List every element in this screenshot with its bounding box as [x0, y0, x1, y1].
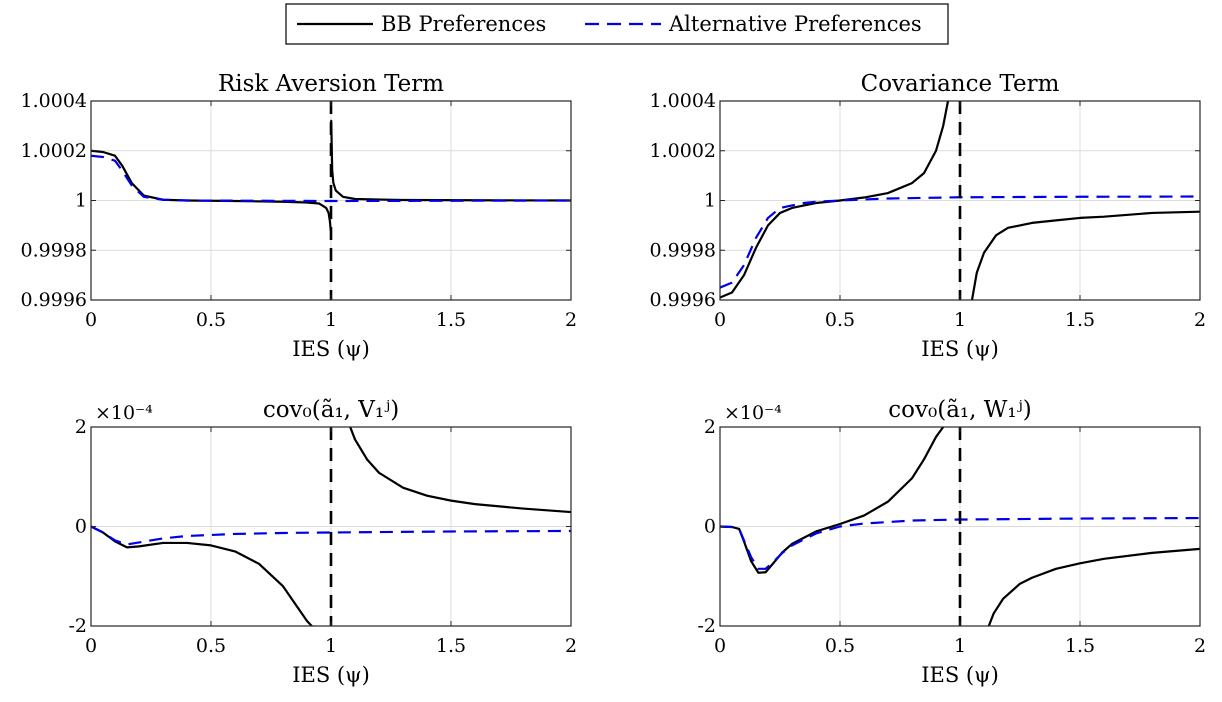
x-axis-label: IES (ψ)	[292, 337, 370, 361]
x-tick-label: 0.5	[825, 309, 855, 331]
x-tick-label: 2	[1194, 635, 1206, 657]
x-tick-label: 1.5	[436, 309, 466, 331]
x-tick-label: 2	[565, 309, 577, 331]
x-tick-label: 1	[325, 309, 337, 331]
x-tick-label: 1.5	[436, 635, 466, 657]
x-tick-label: 0.5	[196, 309, 226, 331]
y-axis-multiplier: ×10⁻⁴	[724, 402, 782, 424]
x-axis-label: IES (ψ)	[292, 663, 370, 687]
series-line-bb-preferences-segment-2	[349, 427, 571, 514]
x-tick-label: 1.5	[1065, 309, 1095, 331]
chart-title: Covariance Term	[861, 71, 1060, 97]
x-tick-label: 0	[85, 309, 97, 331]
chart-panel-3: 0 0.5 1 1.5 2-202×10⁻⁴ cov₀(ã₁, V₁ʲ)IES (ψ)	[68, 397, 577, 687]
y-tick-label: 0	[75, 516, 87, 538]
y-tick-label: 0.9996	[21, 289, 87, 311]
plot-area	[91, 427, 571, 626]
series-line-bb-preferences-segment-2	[970, 210, 1200, 300]
legend: BB Preferences Alternative Preferences	[285, 3, 949, 45]
y-tick-label: 1.0002	[21, 140, 87, 162]
y-tick-label: 0.9998	[650, 239, 716, 261]
x-tick-label: 0	[85, 635, 97, 657]
plot-area	[720, 101, 1200, 300]
plot-area	[91, 101, 571, 300]
series-line-bb-preferences-segment-1	[91, 525, 313, 626]
plot-area	[720, 427, 1200, 626]
y-tick-label: 1	[704, 190, 716, 212]
series-line-bb-preferences-segment-2	[987, 547, 1200, 626]
y-tick-label: 1.0004	[650, 90, 716, 112]
x-tick-label: 2	[565, 635, 577, 657]
legend-label-alternative: Alternative Preferences	[668, 12, 922, 36]
y-tick-label: 2	[75, 416, 87, 438]
y-tick-label: 0.9998	[21, 239, 87, 261]
x-axis-label: IES (ψ)	[921, 337, 999, 361]
legend-label-bb: BB Preferences	[381, 12, 546, 36]
x-tick-label: 2	[1194, 309, 1206, 331]
panels: 0 0.5 1 1.5 2 0.9996 0.9998 1 1.0002 1.0004 Risk A…	[21, 71, 1207, 687]
x-axis-label: IES (ψ)	[921, 663, 999, 687]
y-tick-label: 2	[704, 416, 716, 438]
y-tick-label: -2	[68, 615, 87, 637]
series-line-bb-preferences-segment-1	[720, 101, 950, 299]
x-tick-label: 1	[325, 635, 337, 657]
x-tick-label: 0	[714, 309, 726, 331]
series-line-alternative-preferences-segment-1	[91, 154, 571, 203]
y-tick-label: 0.9996	[650, 289, 716, 311]
y-tick-label: 1.0004	[21, 90, 87, 112]
x-tick-label: 1	[954, 309, 966, 331]
y-tick-label: -2	[697, 615, 716, 637]
y-tick-label: 0	[704, 516, 716, 538]
y-tick-label: 1	[75, 190, 87, 212]
chart-title: cov₀(ã₁, W₁ʲ)	[888, 397, 1031, 423]
series-line-bb-preferences-segment-1	[720, 427, 945, 574]
x-tick-label: 0	[714, 635, 726, 657]
series-line-alternative-preferences-segment-1	[91, 525, 571, 546]
series-line-alternative-preferences-segment-1	[720, 516, 1200, 570]
x-tick-label: 0.5	[825, 635, 855, 657]
y-axis-multiplier: ×10⁻⁴	[95, 402, 153, 424]
x-tick-label: 0.5	[196, 635, 226, 657]
chart-panel-4: 0 0.5 1 1.5 2-202×10⁻⁴ cov₀(ã₁, W₁ʲ)IES (ψ)	[697, 397, 1206, 687]
y-tick-label: 1.0002	[650, 140, 716, 162]
chart-panel-1: 0 0.5 1 1.5 2 0.9996 0.9998 1 1.0002 1.0004 Risk A…	[21, 71, 578, 361]
chart-title: Risk Aversion Term	[218, 71, 444, 97]
chart-title: cov₀(ã₁, V₁ʲ)	[263, 397, 399, 423]
x-tick-label: 1.5	[1065, 635, 1095, 657]
chart-panel-2: 0 0.5 1 1.5 2 0.9996 0.9998 1 1.0002 1.0004 Covari…	[650, 71, 1207, 361]
x-tick-label: 1	[954, 635, 966, 657]
